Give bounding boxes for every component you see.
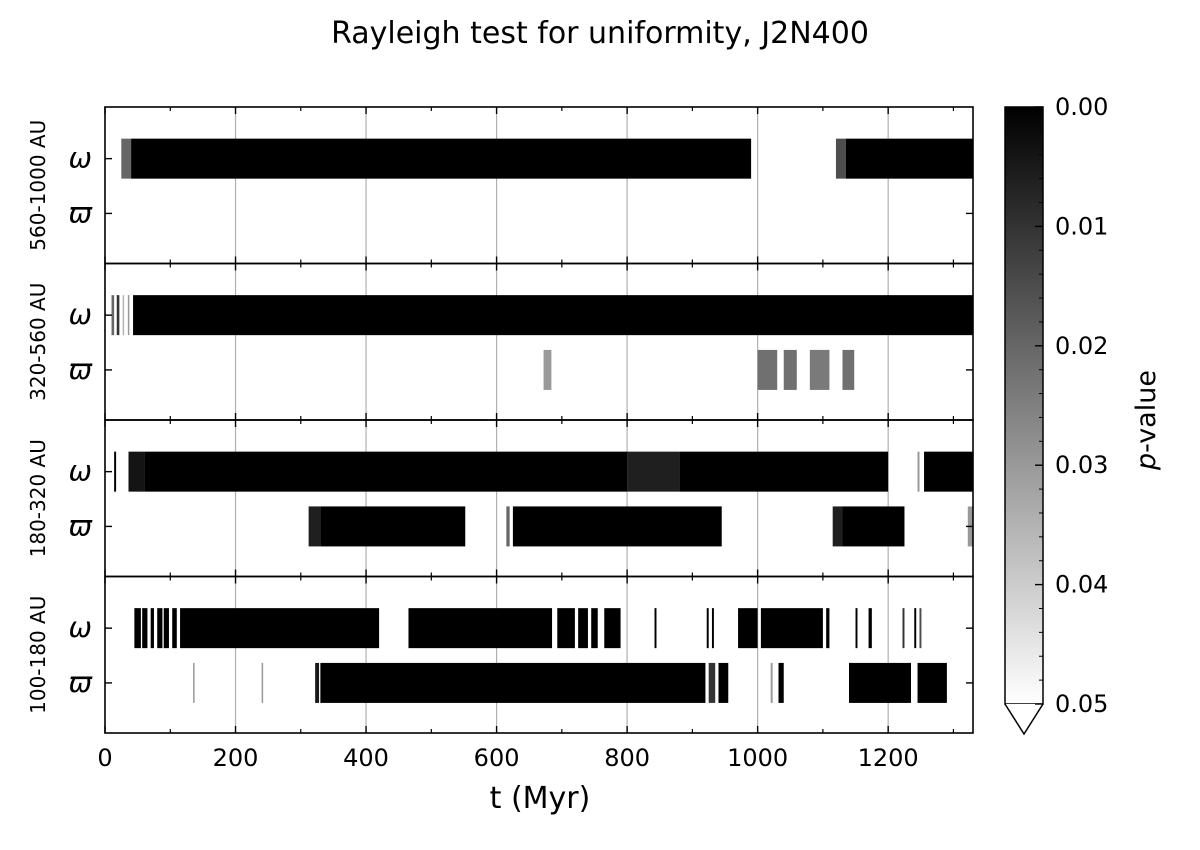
heat-segment: [408, 608, 553, 649]
heat-segment: [122, 295, 125, 336]
panel-label: 320-560 AU: [26, 283, 50, 401]
heat-segment: [111, 295, 115, 336]
heat-segment: [144, 451, 628, 492]
heat-segment: [604, 608, 621, 649]
heat-segment: [142, 608, 148, 649]
x-tick-label: 200: [213, 744, 259, 772]
heat-segment: [193, 662, 195, 703]
heat-segment: [172, 608, 177, 649]
heat-segment: [845, 138, 973, 179]
heat-segment: [919, 608, 922, 649]
heat-segment: [706, 608, 709, 649]
heat-segment: [308, 506, 321, 547]
heat-segment: [757, 349, 778, 390]
heat-segment: [543, 349, 552, 390]
panel: ωϖ 320-560 AU: [26, 262, 974, 421]
heat-segment: [855, 608, 858, 649]
heat-segment: [116, 295, 120, 336]
colorbar: [1004, 106, 1044, 705]
heat-segment: [578, 608, 588, 649]
panel-label: 180-320 AU: [26, 439, 50, 557]
heat-segment: [512, 506, 722, 547]
heat-segment: [180, 608, 380, 649]
colorbar-label-italic: p: [1131, 453, 1162, 471]
heat-segment: [627, 451, 680, 492]
heat-segment: [914, 608, 917, 649]
heat-segment: [134, 608, 141, 649]
colorbar-extend-arrow: [1004, 703, 1044, 736]
heat-segment: [842, 506, 905, 547]
heat-segment: [917, 451, 920, 492]
x-tick-label: 1000: [727, 744, 788, 772]
colorbar-label: p-value: [1131, 370, 1162, 471]
heat-segment: [711, 608, 714, 649]
panel-frame: [104, 575, 974, 734]
heat-segment: [835, 138, 846, 179]
heat-segment: [778, 662, 784, 703]
row-label-varpi: ϖ: [69, 666, 94, 699]
heat-segment: [128, 451, 145, 492]
heat-segment: [760, 608, 823, 649]
heat-segment: [261, 662, 264, 703]
panel: ωϖ 180-320 AU: [26, 419, 974, 578]
row-label-varpi: ϖ: [69, 509, 94, 542]
heat-segment: [924, 451, 973, 492]
row-label-omega: ω: [69, 142, 92, 175]
heat-segment: [809, 349, 830, 390]
colorbar-tick-label: 0.05: [1055, 690, 1108, 718]
panel: ωϖ 560-1000 AU: [26, 106, 974, 265]
heat-segment: [157, 608, 163, 649]
heat-segment: [131, 138, 752, 179]
heat-segment: [320, 662, 706, 703]
row-label-omega: ω: [69, 298, 92, 331]
row-label-varpi: ϖ: [69, 196, 94, 229]
panel-label: 100-180 AU: [26, 596, 50, 714]
colorbar-tick-label: 0.00: [1055, 93, 1108, 121]
heat-segment: [506, 506, 510, 547]
heat-segment: [917, 662, 947, 703]
colorbar-tick-label: 0.03: [1055, 451, 1108, 479]
heat-segment: [315, 662, 320, 703]
row-label-omega: ω: [69, 455, 92, 488]
colorbar-tick-label: 0.01: [1055, 212, 1108, 240]
heat-segment: [783, 349, 797, 390]
colorbar-tick-label: 0.02: [1055, 332, 1108, 360]
heat-segment: [121, 138, 132, 179]
heat-segment: [832, 506, 843, 547]
heat-segment: [902, 608, 905, 649]
heat-segment: [849, 662, 911, 703]
heat-segment: [679, 451, 889, 492]
heat-segment: [127, 295, 130, 336]
x-tick-label: 0: [97, 744, 112, 772]
heat-segment: [557, 608, 575, 649]
heat-segment: [868, 608, 872, 649]
colorbar-label-rest: -value: [1131, 370, 1162, 453]
heat-segment: [826, 608, 830, 649]
heat-segment: [591, 608, 598, 649]
x-tick-label: 800: [604, 744, 650, 772]
x-axis-label: t (Myr): [490, 781, 591, 816]
heat-segment: [320, 506, 466, 547]
chart-title: Rayleigh test for uniformity, J2N400: [331, 16, 869, 51]
colorbar-tick-label: 0.04: [1055, 571, 1108, 599]
heat-segment: [718, 662, 729, 703]
panel-label: 560-1000 AU: [26, 120, 50, 251]
panel: ωϖ 100-180 AU: [26, 575, 974, 734]
heat-segment: [133, 295, 973, 336]
x-tick-label: 1200: [858, 744, 919, 772]
heat-segment: [770, 662, 773, 703]
heat-segment: [654, 608, 657, 649]
heat-segment: [842, 349, 855, 390]
x-tick-label: 400: [343, 744, 389, 772]
x-tick-label: 600: [474, 744, 520, 772]
heat-segment: [738, 608, 758, 649]
heat-segment: [708, 662, 716, 703]
row-label-varpi: ϖ: [69, 353, 94, 386]
heat-segment: [114, 451, 117, 492]
heat-segment: [150, 608, 154, 649]
heat-segment: [163, 608, 169, 649]
row-label-omega: ω: [69, 611, 92, 644]
